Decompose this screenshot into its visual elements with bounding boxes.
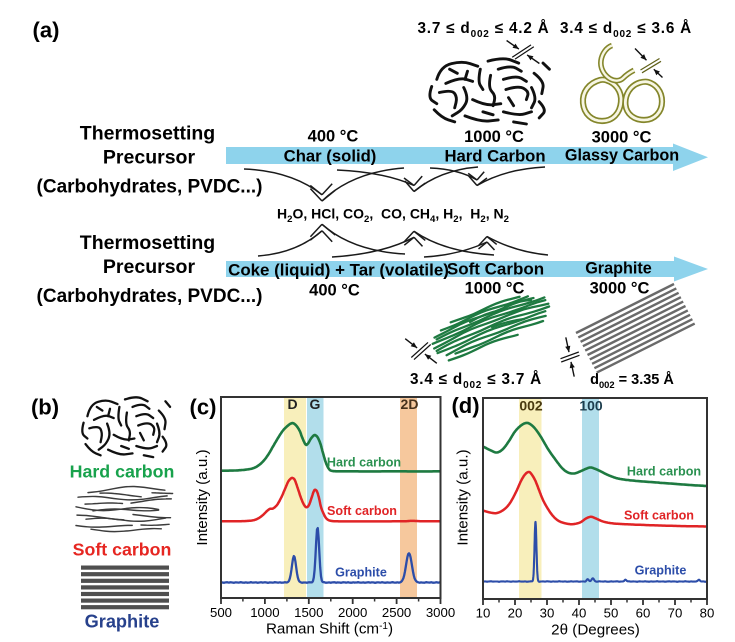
svg-text:100: 100 <box>579 398 603 414</box>
svg-text:1500: 1500 <box>294 605 323 620</box>
svg-text:Intensity (a.u.): Intensity (a.u.) <box>455 449 472 545</box>
svg-text:400 °C: 400 °C <box>309 282 360 300</box>
svg-text:Graphite: Graphite <box>85 612 160 632</box>
svg-text:002: 002 <box>519 398 543 414</box>
svg-text:Soft carbon: Soft carbon <box>327 504 397 518</box>
svg-text:Thermosetting: Thermosetting <box>80 123 215 145</box>
svg-text:(Carbohydrates, PVDC...): (Carbohydrates, PVDC...) <box>37 177 263 198</box>
svg-text:Soft Carbon: Soft Carbon <box>447 260 544 279</box>
svg-text:400 °C: 400 °C <box>308 128 359 146</box>
svg-text:Char (solid): Char (solid) <box>284 147 377 166</box>
svg-text:Precursor: Precursor <box>103 256 196 278</box>
svg-text:H2O, HCl, CO2, CO, CH4, H2,: H2O, HCl, CO2, CO, CH4, H2, H2, N2 <box>277 206 509 226</box>
svg-text:2500: 2500 <box>382 605 411 620</box>
svg-text:3000 °C: 3000 °C <box>592 129 652 147</box>
svg-text:50: 50 <box>604 606 619 621</box>
svg-text:1000 °C: 1000 °C <box>464 128 524 146</box>
svg-text:Raman Shift (cm-1): Raman Shift (cm-1) <box>266 621 393 638</box>
svg-text:d002 = 3.35 Å: d002 = 3.35 Å <box>590 371 674 390</box>
svg-text:(b): (b) <box>31 395 59 420</box>
svg-text:2000: 2000 <box>338 605 367 620</box>
svg-text:Precursor: Precursor <box>103 147 196 169</box>
svg-text:3.7 ≤ d002 ≤ 4.2 Å: 3.7 ≤ d002 ≤ 4.2 Å <box>417 20 549 40</box>
svg-text:20: 20 <box>508 606 523 621</box>
svg-text:Hard carbon: Hard carbon <box>70 462 175 482</box>
svg-text:2D: 2D <box>401 396 419 412</box>
svg-text:1000: 1000 <box>250 605 279 620</box>
svg-text:3000 °C: 3000 °C <box>590 280 650 298</box>
svg-text:Graphite: Graphite <box>335 566 387 580</box>
svg-text:3.4 ≤ d002 ≤ 3.7 Å: 3.4 ≤ d002 ≤ 3.7 Å <box>410 371 542 391</box>
svg-text:Hard carbon: Hard carbon <box>327 456 401 470</box>
svg-text:Hard carbon: Hard carbon <box>627 465 701 479</box>
svg-text:D: D <box>287 396 297 412</box>
svg-text:1000 °C: 1000 °C <box>465 280 525 298</box>
svg-text:Coke (liquid) + Tar (volatile): Coke (liquid) + Tar (volatile) <box>228 261 449 280</box>
svg-text:Soft carbon: Soft carbon <box>73 540 172 560</box>
svg-text:70: 70 <box>668 606 683 621</box>
svg-text:3.4 ≤ d002 ≤ 3.6 Å: 3.4 ≤ d002 ≤ 3.6 Å <box>560 20 692 40</box>
svg-text:(a): (a) <box>33 18 60 43</box>
svg-text:Hard Carbon: Hard Carbon <box>444 147 545 166</box>
svg-text:2θ (Degrees): 2θ (Degrees) <box>551 622 640 639</box>
svg-text:500: 500 <box>210 605 232 620</box>
svg-text:G: G <box>310 396 321 412</box>
svg-text:60: 60 <box>636 606 651 621</box>
svg-text:Intensity (a.u.): Intensity (a.u.) <box>194 449 211 545</box>
svg-text:Graphite: Graphite <box>635 564 687 578</box>
svg-text:Graphite: Graphite <box>585 260 652 278</box>
svg-text:(Carbohydrates, PVDC...): (Carbohydrates, PVDC...) <box>37 286 263 307</box>
svg-text:10: 10 <box>476 606 491 621</box>
svg-text:3000: 3000 <box>426 605 455 620</box>
svg-text:30: 30 <box>540 606 555 621</box>
svg-text:Glassy Carbon: Glassy Carbon <box>565 147 679 165</box>
svg-text:80: 80 <box>700 606 715 621</box>
svg-text:(c): (c) <box>190 395 217 420</box>
svg-text:Soft carbon: Soft carbon <box>624 509 694 523</box>
svg-text:40: 40 <box>572 606 587 621</box>
svg-text:(d): (d) <box>451 393 479 418</box>
svg-text:Thermosetting: Thermosetting <box>80 232 215 254</box>
